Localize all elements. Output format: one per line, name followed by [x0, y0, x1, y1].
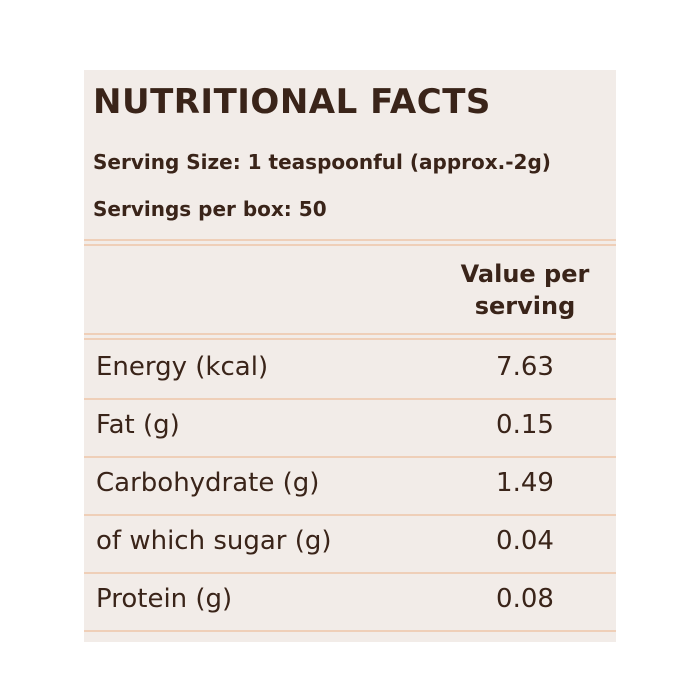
- column-header: Value per serving: [460, 260, 590, 320]
- divider: [84, 333, 616, 340]
- row-value: 7.63: [496, 352, 554, 382]
- row-label: of which sugar (g): [96, 526, 332, 556]
- row-value: 0.04: [496, 526, 554, 556]
- row-label: Energy (kcal): [96, 352, 269, 382]
- divider: [84, 456, 616, 458]
- row-value: 0.08: [496, 584, 554, 614]
- divider: [84, 239, 616, 246]
- divider: [84, 630, 616, 632]
- divider: [84, 398, 616, 400]
- row-label: Fat (g): [96, 410, 180, 440]
- row-value: 1.49: [496, 468, 554, 498]
- row-value: 0.15: [496, 410, 554, 440]
- servings-per-box: Servings per box: 50: [93, 197, 327, 221]
- label-panel: [84, 70, 616, 642]
- divider: [84, 572, 616, 574]
- serving-size: Serving Size: 1 teaspoonful (approx.-2g): [93, 150, 551, 174]
- title: NUTRITIONAL FACTS: [93, 82, 491, 122]
- row-label: Carbohydrate (g): [96, 468, 320, 498]
- divider: [84, 514, 616, 516]
- row-label: Protein (g): [96, 584, 233, 614]
